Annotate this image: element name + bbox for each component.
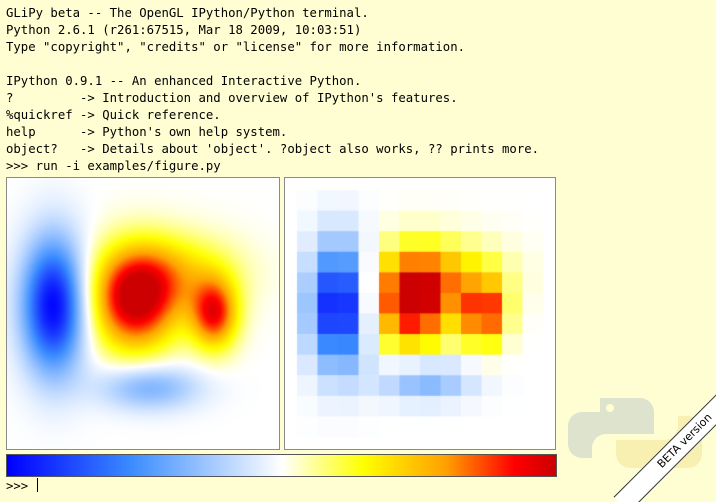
command-prompt[interactable]: >>> (6, 478, 38, 495)
terminal-line: GLiPy beta -- The OpenGL IPython/Python … (6, 6, 369, 20)
colorbar-gradient (7, 455, 556, 476)
terminal-line: Type "copyright", "credits" or "license"… (6, 40, 466, 54)
terminal-line: IPython 0.9.1 -- An enhanced Interactive… (6, 74, 362, 88)
terminal-line: help -> Python's own help system. (6, 125, 288, 139)
heatmap-smooth-plot[interactable] (6, 177, 280, 450)
prompt-label: >>> (6, 479, 36, 493)
heatmap-pixelated-canvas (285, 178, 555, 449)
terminal-command-line: >>> run -i examples/figure.py (6, 159, 221, 173)
terminal-line: %quickref -> Quick reference. (6, 108, 221, 122)
terminal-output: GLiPy beta -- The OpenGL IPython/Python … (6, 5, 539, 175)
heatmap-pixelated-plot[interactable] (284, 177, 556, 450)
terminal-line (6, 56, 539, 73)
terminal-line: ? -> Introduction and overview of IPytho… (6, 91, 458, 105)
terminal-line: Python 2.6.1 (r261:67515, Mar 18 2009, 1… (6, 23, 362, 37)
text-cursor (36, 478, 38, 492)
terminal-line: object? -> Details about 'object'. ?obje… (6, 142, 540, 156)
colorbar (6, 454, 557, 477)
heatmap-smooth-canvas (7, 178, 279, 449)
